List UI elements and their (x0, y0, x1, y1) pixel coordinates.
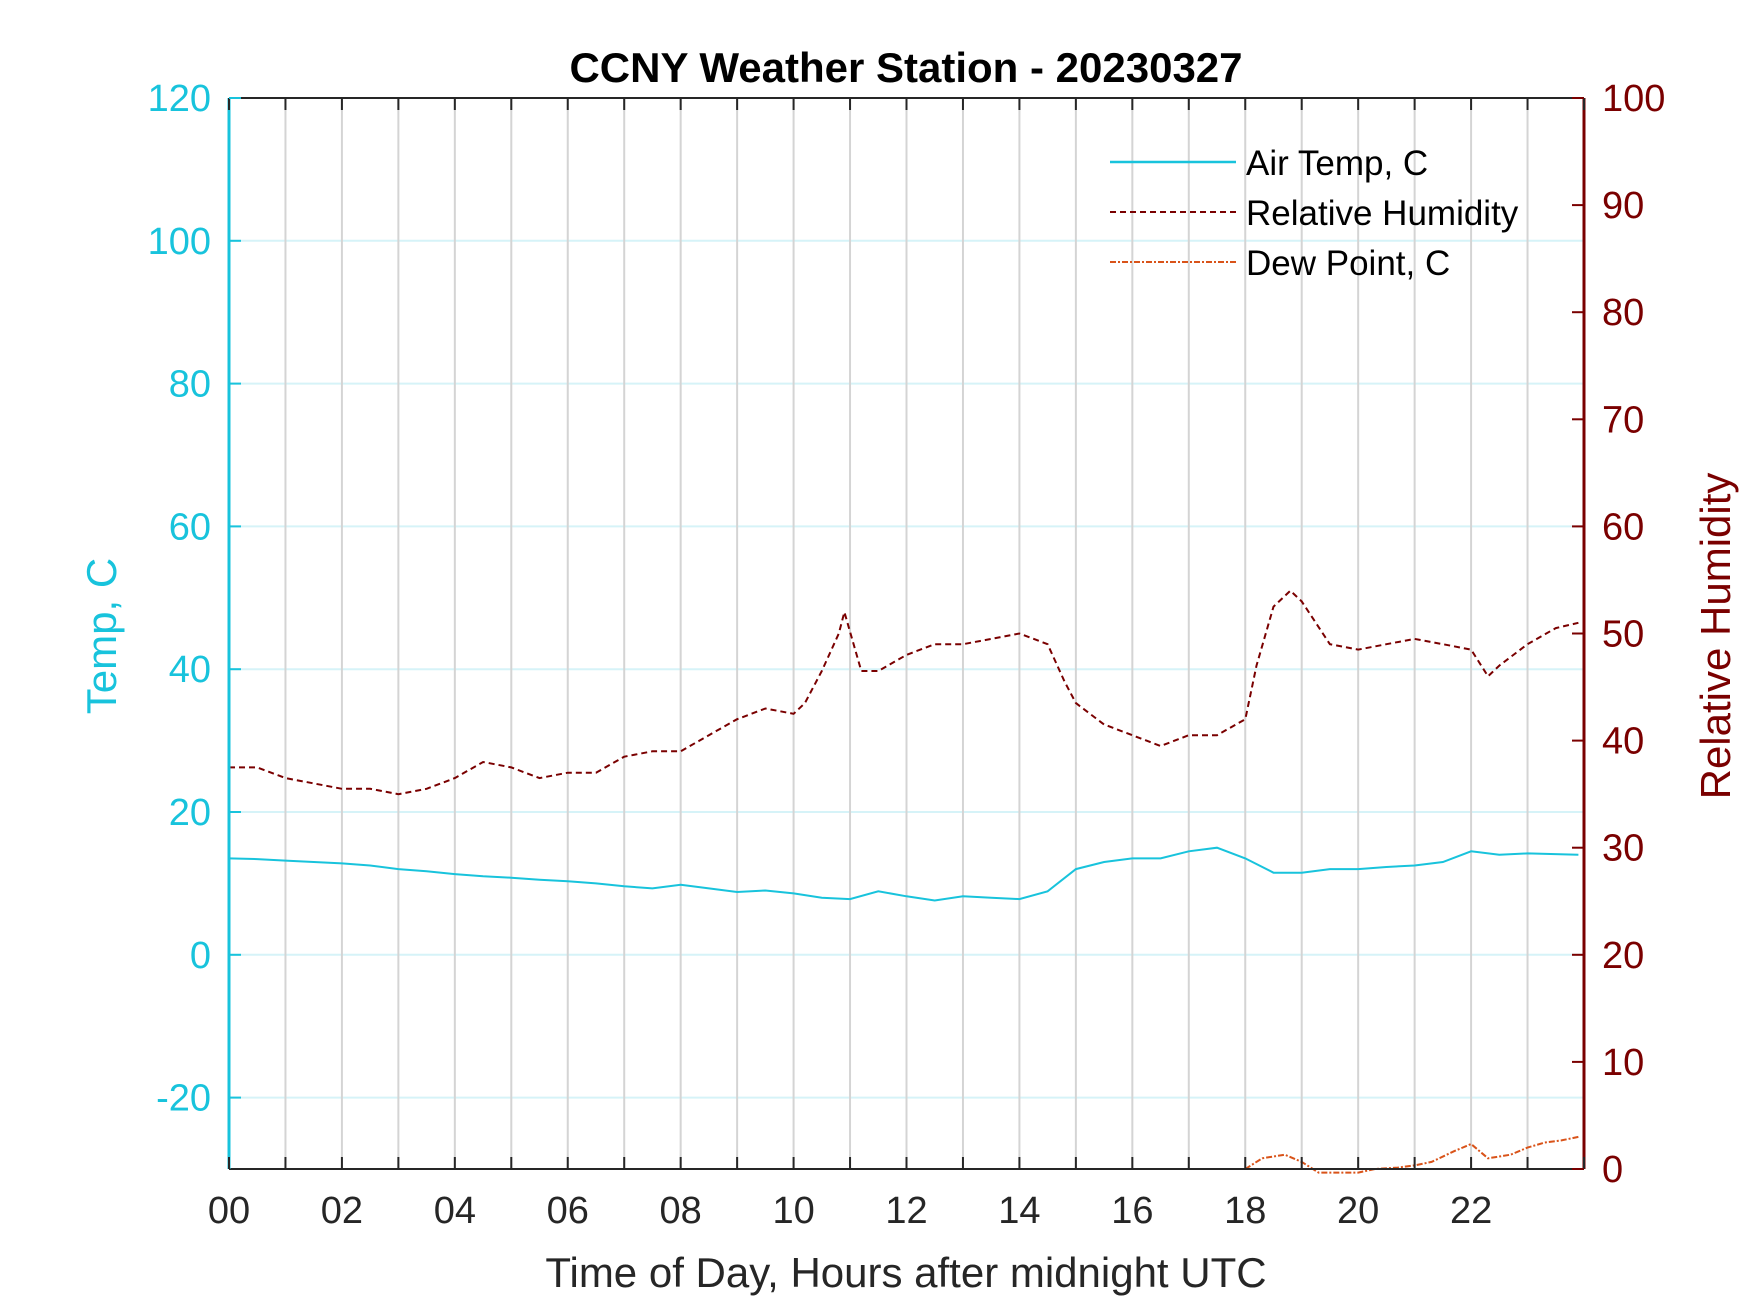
y-left-tick-label: 0 (190, 935, 211, 977)
x-tick-label: 14 (998, 1190, 1040, 1232)
air-temp-line (228, 846, 1579, 902)
axes (227, 97, 1586, 1170)
y-right-tick-label: 40 (1602, 721, 1644, 763)
x-tick-label: 06 (547, 1190, 589, 1232)
x-tick-label: 04 (434, 1190, 476, 1232)
x-tick-label: 20 (1337, 1190, 1379, 1232)
series-layer (228, 589, 1579, 1174)
y-right-tick-label: 90 (1602, 185, 1644, 227)
x-tick-label: 02 (321, 1190, 363, 1232)
y-right-tick-label: 60 (1602, 506, 1644, 548)
x-tick-label: 10 (772, 1190, 814, 1232)
y-right-tick-label: 20 (1602, 935, 1644, 977)
y-left-tick-label: 60 (169, 506, 211, 548)
x-tick-label: 08 (660, 1190, 702, 1232)
y-left-tick-label: 120 (148, 78, 211, 120)
y-left-tick-label: 100 (148, 221, 211, 263)
chart-title: CCNY Weather Station - 20230327 (569, 44, 1242, 91)
x-tick-label: 16 (1111, 1190, 1153, 1232)
y-right-tick-label: 100 (1602, 78, 1665, 120)
y-right-tick-label: 0 (1602, 1149, 1623, 1191)
legend: Air Temp, C Relative Humidity Dew Point,… (1110, 144, 1519, 283)
x-tick-label: 18 (1224, 1190, 1266, 1232)
y-left-tick-label: 80 (169, 364, 211, 406)
relative-humidity-line (229, 589, 1579, 796)
y-left-tick-label: -20 (156, 1078, 211, 1120)
y-right-tick-label: 10 (1602, 1042, 1644, 1084)
x-tick-label: 22 (1450, 1190, 1492, 1232)
y-right-tick-label: 80 (1602, 292, 1644, 334)
y-right-tick-label: 30 (1602, 828, 1644, 870)
tick-labels: 00 02 04 06 08 10 12 14 16 18 20 22-200204060801001… (148, 78, 1666, 1232)
x-tick-label: 12 (885, 1190, 927, 1232)
y-axis-left-label: Temp, C (78, 558, 125, 714)
x-axis-label: Time of Day, Hours after midnight UTC (545, 1249, 1266, 1296)
y-right-tick-label: 50 (1602, 614, 1644, 656)
x-tick-label: 00 (208, 1190, 250, 1232)
legend-label-air-temp: Air Temp, C (1246, 144, 1428, 183)
y-axis-right-label: Relative Humidity (1692, 473, 1739, 800)
y-right-tick-label: 70 (1602, 399, 1644, 441)
legend-label-relative-humidity: Relative Humidity (1246, 194, 1519, 233)
y-left-tick-label: 20 (169, 792, 211, 834)
y-left-tick-label: 40 (169, 649, 211, 691)
legend-label-dew-point: Dew Point, C (1246, 244, 1450, 283)
